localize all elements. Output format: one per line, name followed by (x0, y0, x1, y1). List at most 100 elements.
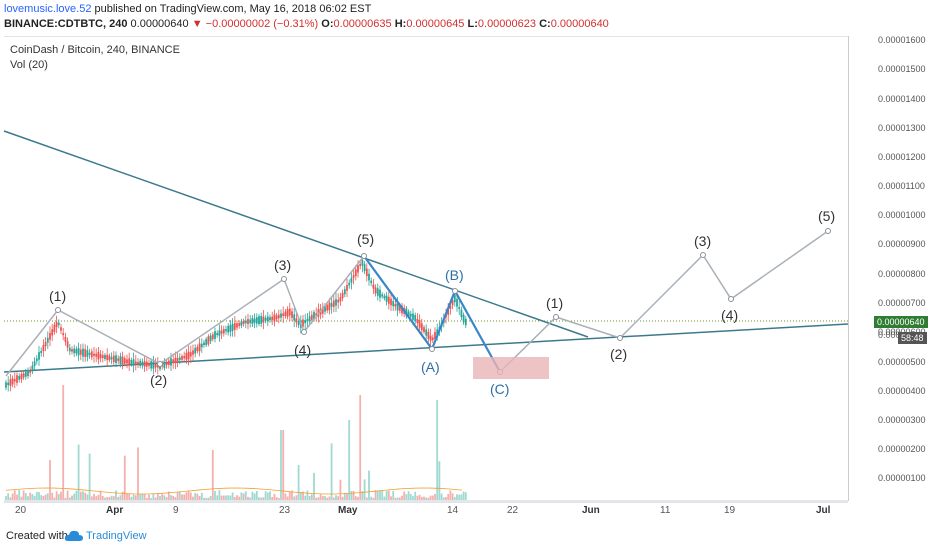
volume-bar (9, 497, 12, 500)
volume-bar (302, 491, 304, 500)
candle-body (150, 361, 153, 369)
candle-body (458, 307, 461, 310)
candle-body (244, 320, 247, 324)
candle-body (7, 382, 10, 386)
projection-label-1: (1) (546, 295, 564, 311)
volume-bar (376, 491, 379, 500)
price-axis-label: 0.00000700 (878, 298, 926, 308)
volume-bar (264, 491, 267, 500)
price-axis-label: 0.00000400 (878, 386, 926, 396)
volume-bar (398, 497, 401, 500)
candle-body (66, 341, 69, 348)
candle-body (249, 319, 252, 324)
last-price: 0.00000640 (130, 18, 189, 30)
volume-bar (141, 493, 144, 500)
volume-bar (196, 493, 199, 500)
volume-bar (117, 496, 120, 500)
volume-bar (68, 497, 71, 500)
wave-label-3: (3) (274, 257, 292, 273)
candle-body (326, 304, 329, 311)
volume-bar (337, 496, 340, 500)
volume-bar (315, 497, 318, 500)
volume-bar (464, 492, 467, 500)
impulse-wave-path[interactable] (5, 255, 365, 377)
price-axis-label: 0.00001400 (878, 94, 926, 104)
volume-bar (139, 494, 142, 500)
candle-body (233, 323, 236, 330)
candle-body (368, 273, 370, 281)
candle-body (126, 359, 128, 364)
volume-bar (401, 495, 403, 500)
countdown-tag: 58:48 (898, 332, 927, 344)
volume-bar (247, 496, 249, 500)
candle-body (88, 352, 91, 356)
volume-bar (269, 491, 271, 500)
candle-body (416, 318, 419, 324)
candle-body (40, 350, 43, 354)
volume-bar (449, 490, 452, 500)
username-link[interactable]: lovemusic.love.52 (4, 3, 92, 15)
volume-bar (297, 465, 300, 500)
target-zone-box[interactable] (473, 357, 549, 379)
volume-bar (445, 496, 447, 500)
volume-bar (211, 450, 214, 500)
volume-bar (205, 497, 208, 500)
volume-bar (416, 495, 419, 500)
candle-body (13, 379, 16, 382)
candle-body (75, 349, 78, 354)
chart-pane[interactable] (4, 36, 848, 503)
candle-body (185, 352, 188, 360)
candle-body (357, 265, 359, 273)
volume-bar (381, 490, 384, 500)
price-axis[interactable] (848, 36, 932, 501)
time-axis-label: Jul (816, 505, 831, 516)
candle-body (192, 350, 194, 355)
price-candles (5, 253, 467, 392)
tradingview-cloud-icon[interactable] (64, 528, 84, 544)
candle-body (315, 313, 318, 316)
volume-bar (93, 493, 95, 500)
volume-bar (339, 479, 342, 500)
candle-body (297, 321, 300, 326)
volume-bar (53, 497, 56, 500)
candle-body (9, 379, 12, 386)
volume-bar (442, 497, 445, 500)
volume-bar (431, 495, 434, 500)
time-axis[interactable] (4, 502, 848, 518)
candle-body (229, 324, 232, 332)
volume-bar (368, 470, 370, 500)
tradingview-brand-link[interactable]: TradingView (86, 530, 147, 542)
candle-body (385, 295, 388, 302)
candle-body (93, 353, 95, 356)
candle-body (18, 376, 21, 380)
candle-body (370, 280, 373, 284)
candle-body (165, 362, 168, 366)
volume-bar (460, 494, 463, 500)
candle-body (20, 374, 23, 380)
projection-wave-path[interactable] (499, 230, 829, 373)
volume-bar (456, 494, 458, 500)
volume-bar (343, 492, 346, 500)
candle-body (418, 320, 421, 328)
abc-correction-path[interactable] (363, 255, 501, 373)
candle-body (108, 355, 111, 361)
volume-bar (385, 490, 388, 500)
wave-label-4: (4) (294, 342, 312, 358)
resistance-trendline[interactable] (3, 130, 589, 338)
volume-bar (291, 490, 293, 500)
volume-bar (407, 491, 410, 500)
candle-body (117, 358, 120, 361)
volume-bar (35, 491, 38, 500)
volume-bar (152, 493, 155, 500)
volume-bar (409, 493, 412, 500)
candle-body (231, 323, 234, 331)
symbol-line: BINANCE:CDTBTC, 240 (4, 18, 128, 30)
volume-bar (64, 497, 67, 500)
candle-body (62, 333, 65, 336)
volume-bar (383, 496, 386, 500)
candle-body (328, 302, 331, 311)
volume-bar (33, 495, 36, 500)
volume-bar (143, 494, 146, 500)
volume-bar (209, 495, 212, 500)
